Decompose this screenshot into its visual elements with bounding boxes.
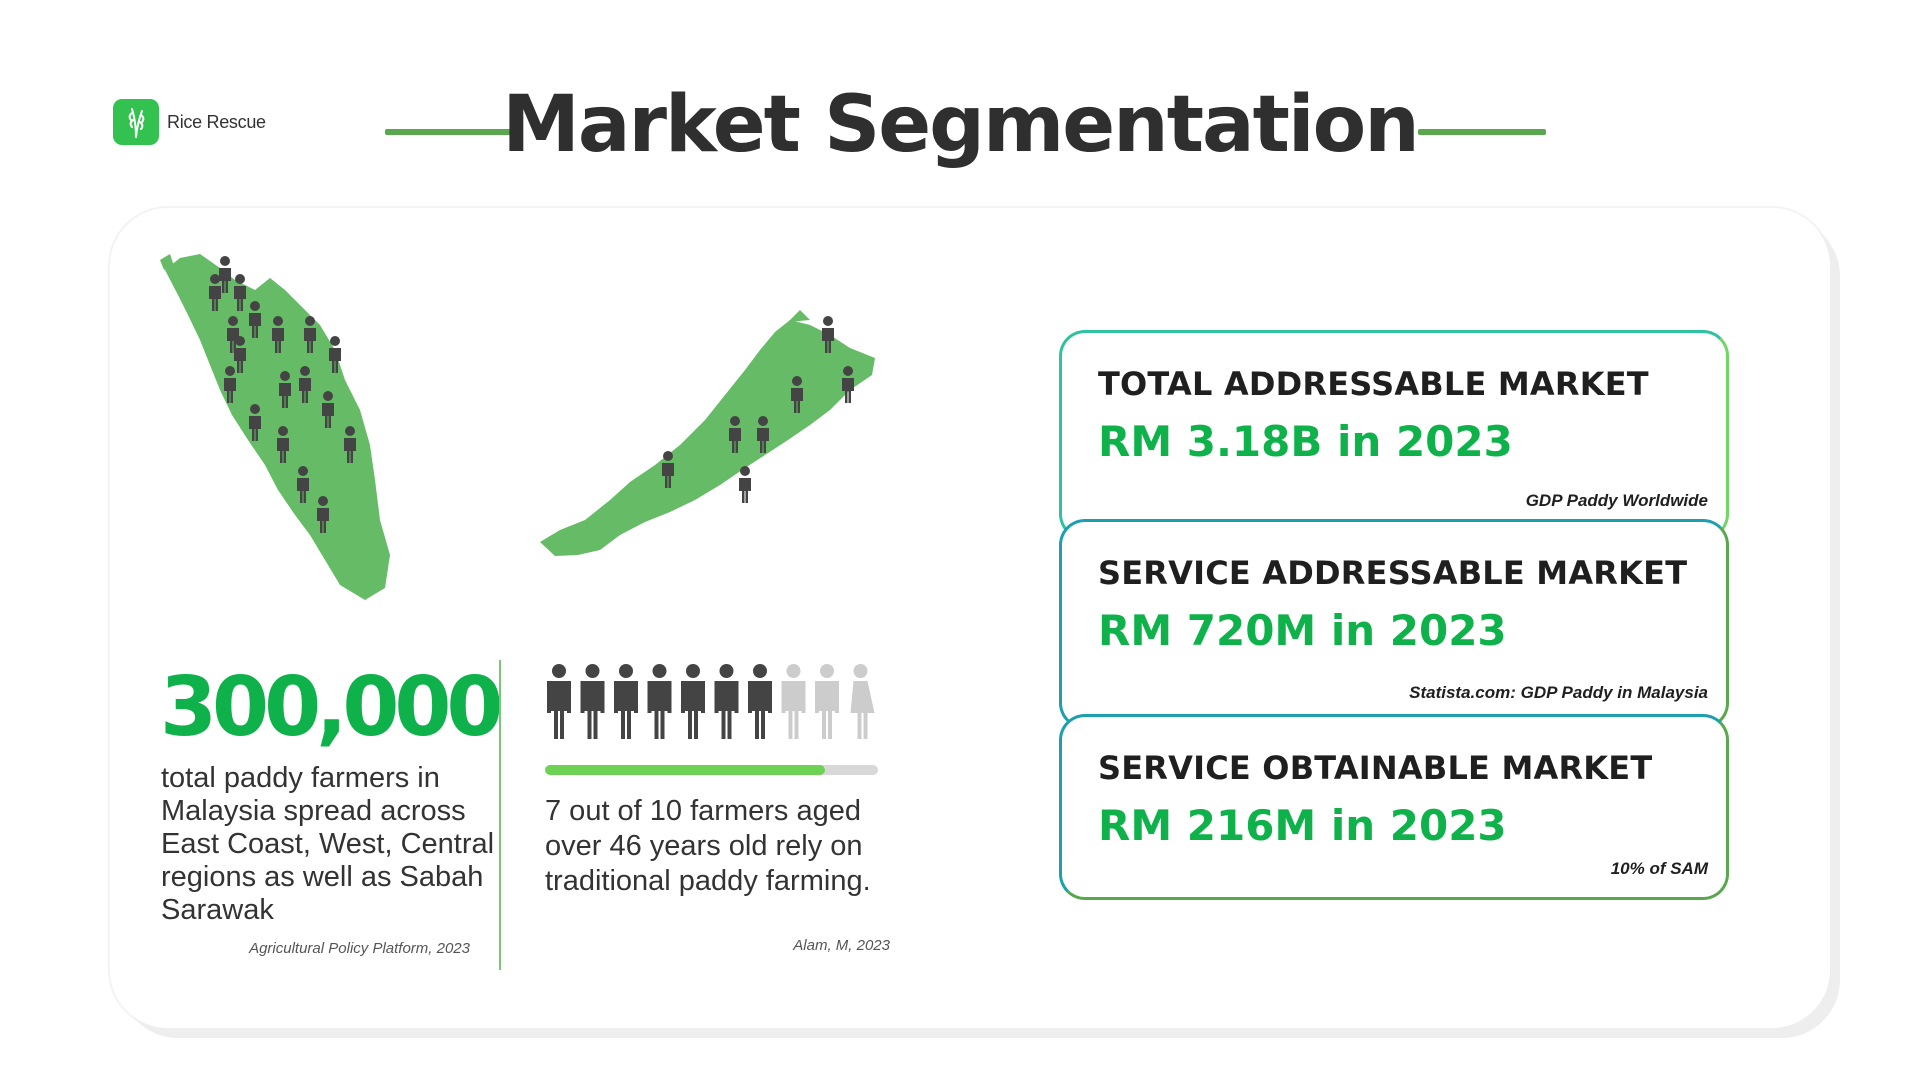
age-stat-source: Alam, M, 2023 bbox=[793, 937, 890, 954]
peninsular-malaysia-shape bbox=[165, 254, 390, 600]
sam-source: Statista.com: GDP Paddy in Malaysia bbox=[1409, 683, 1708, 702]
sam-label: SERVICE ADDRESSABLE MARKET bbox=[1098, 554, 1688, 592]
som-label: SERVICE OBTAINABLE MARKET bbox=[1098, 749, 1653, 787]
tam-card: TOTAL ADDRESSABLE MARKET RM 3.18B in 202… bbox=[1059, 330, 1729, 540]
page-title: Market Segmentation bbox=[502, 80, 1420, 170]
tam-value: RM 3.18B in 2023 bbox=[1098, 417, 1513, 466]
age-progress-fill bbox=[545, 765, 825, 775]
tam-label: TOTAL ADDRESSABLE MARKET bbox=[1098, 365, 1649, 403]
som-value: RM 216M in 2023 bbox=[1098, 801, 1507, 850]
title-rule-left bbox=[385, 129, 513, 135]
person-icon-highlighted bbox=[647, 664, 672, 739]
person-icon-highlighted bbox=[547, 664, 571, 739]
person-icon-highlighted bbox=[714, 664, 739, 739]
som-source: 10% of SAM bbox=[1610, 859, 1708, 878]
sam-value: RM 720M in 2023 bbox=[1098, 606, 1507, 655]
farmer-count-description: total paddy farmers in Malaysia spread a… bbox=[161, 762, 495, 926]
person-icon-muted bbox=[815, 664, 839, 739]
people-pictogram bbox=[547, 664, 875, 739]
person-icon-highlighted bbox=[748, 664, 772, 739]
age-stat-description: 7 out of 10 farmers aged over 46 years o… bbox=[545, 795, 871, 897]
age-progress-bar bbox=[545, 765, 878, 775]
person-icon-muted bbox=[850, 664, 875, 739]
som-card: SERVICE OBTAINABLE MARKET RM 216M in 202… bbox=[1059, 714, 1729, 900]
person-icon-highlighted bbox=[580, 664, 605, 739]
rice-stalk-icon bbox=[113, 99, 159, 145]
title-rule-right bbox=[1418, 129, 1546, 135]
person-icon-muted bbox=[781, 664, 806, 739]
brand-logo: Rice Rescue bbox=[113, 99, 266, 145]
malaysia-map bbox=[160, 254, 875, 600]
tam-source: GDP Paddy Worldwide bbox=[1525, 491, 1708, 510]
farmer-count-source: Agricultural Policy Platform, 2023 bbox=[249, 940, 470, 957]
east-malaysia-shape bbox=[540, 320, 875, 556]
person-icon-highlighted bbox=[614, 664, 638, 739]
column-divider bbox=[499, 660, 501, 970]
brand-name: Rice Rescue bbox=[167, 111, 266, 132]
sam-card: SERVICE ADDRESSABLE MARKET RM 720M in 20… bbox=[1059, 519, 1729, 729]
person-icon-highlighted bbox=[681, 664, 705, 739]
farmer-count: 300,000 bbox=[160, 660, 503, 755]
